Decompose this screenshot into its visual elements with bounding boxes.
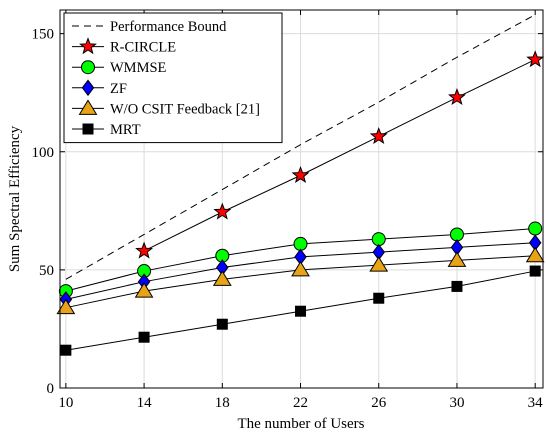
plot-frame [59,9,544,389]
series-0 [65,14,536,280]
x-tick-label: 26 [371,395,387,411]
data-point [134,282,154,298]
data-point [295,305,307,317]
data-point [291,165,310,183]
legend: Performance Bound R-CIRCLE WMMSE ZF W/O CSIT… [63,12,283,144]
data-point [213,202,232,220]
x-tick-label: 30 [449,395,464,411]
series-line [65,14,536,280]
series-layer [56,14,545,356]
x-tick-label: 22 [293,395,308,411]
legend-marker [81,79,95,97]
data-point [291,260,310,277]
x-axis-label: The number of Users [237,416,364,432]
x-tick-label: 18 [215,395,230,411]
legend-marker [82,123,94,135]
data-point [373,292,385,304]
x-tick-label: 14 [137,395,153,411]
data-point [371,232,386,247]
data-point [528,221,543,236]
data-point [451,280,463,292]
data-point [293,236,308,251]
data-point [525,246,545,263]
y-tick-label: 150 [32,27,55,43]
legend-label: ZF [110,81,127,97]
data-point [135,241,154,259]
data-point [529,265,541,277]
data-point [212,270,232,286]
data-point [447,251,467,267]
series-5 [60,265,541,356]
series-1 [135,50,545,259]
data-point [449,227,464,242]
data-point [526,50,545,68]
data-point [369,256,389,272]
legend-marker [79,37,97,55]
x-tick-label: 10 [58,395,73,411]
legend-label: Performance Bound [110,19,227,35]
series-line [143,59,536,252]
y-tick-label: 0 [47,381,55,397]
legend-label: R-CIRCLE [110,40,176,56]
x-tick-label: 34 [528,395,544,411]
series-3 [59,234,542,308]
legend-marker [81,60,95,75]
legend-box [63,12,283,144]
legend-marker [78,99,98,115]
y-tick-label: 100 [32,145,55,161]
y-tick-label: 50 [39,263,54,279]
data-point [369,126,388,145]
series-4 [56,246,545,315]
data-point [138,331,150,343]
data-point [448,88,466,106]
data-point [216,318,228,330]
data-point [56,298,76,315]
data-point [60,344,72,356]
legend-label: W/O CSIT Feedback [21] [110,101,260,117]
legend-label: MRT [110,122,141,138]
y-axis-label: Sum Spectral Efficiency [7,125,23,272]
legend-label: WMMSE [110,60,167,76]
